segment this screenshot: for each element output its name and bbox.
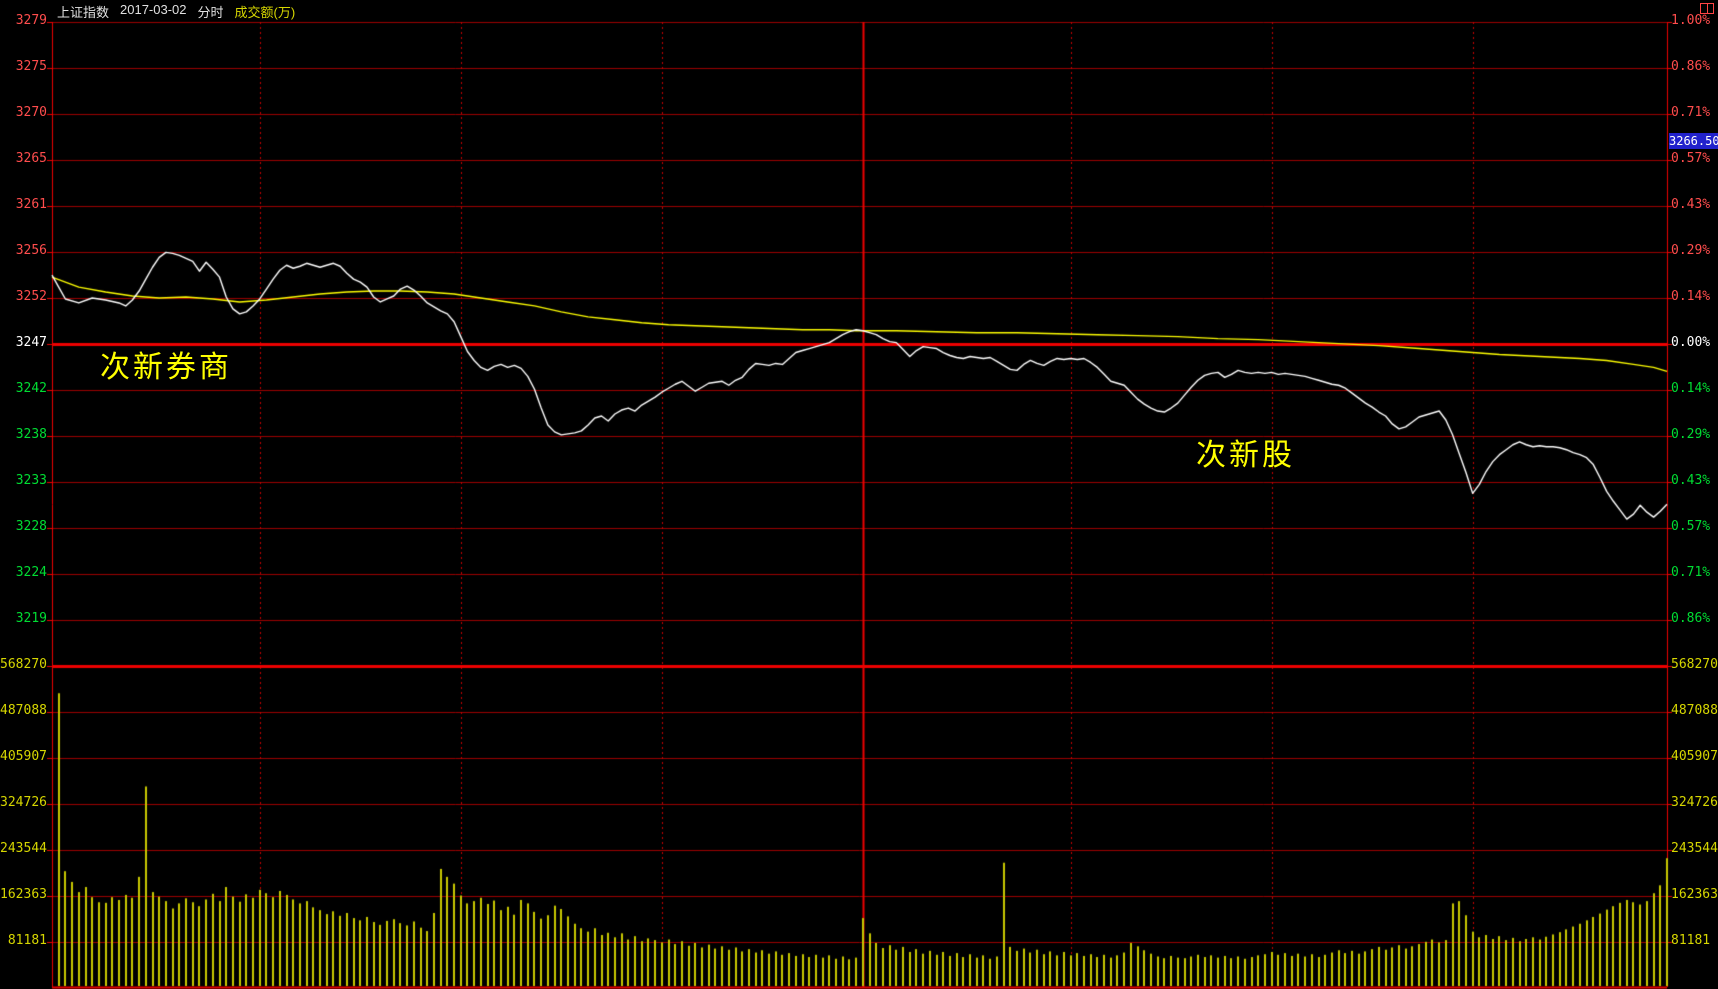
pct-axis-label: 0.71%: [1671, 105, 1711, 120]
measure-label: 成交额(万): [234, 5, 296, 20]
price-axis-label: 3228: [15, 519, 47, 534]
volume-axis-label-right: 81181: [1671, 933, 1711, 948]
chart-header: 上证指数 2017-03-02 分时 成交额(万): [57, 2, 295, 21]
period-label: 分时: [197, 5, 224, 20]
trade-date: 2017-03-02: [120, 2, 187, 17]
pct-axis-label: 0.57%: [1671, 151, 1711, 166]
annotation-sector-right: 次新股: [1196, 439, 1295, 472]
volume-axis-label-right: 405907: [1671, 749, 1718, 764]
pct-axis-label: 0.29%: [1671, 427, 1711, 442]
volume-axis-label-right: 243544: [1671, 841, 1718, 856]
price-axis-label: 3224: [15, 565, 47, 580]
price-axis-label: 3252: [15, 289, 47, 304]
volume-axis-label: 162363: [0, 887, 47, 902]
price-axis-label: 3261: [15, 197, 47, 212]
symbol-name: 上证指数: [57, 5, 110, 20]
chart-mode-icon[interactable]: [1700, 3, 1714, 14]
price-marker-badge: 3266.50: [1669, 133, 1718, 149]
pct-axis-label: 0.29%: [1671, 243, 1711, 258]
volume-axis-label: 243544: [0, 841, 47, 856]
pct-axis-label: 0.43%: [1671, 473, 1711, 488]
price-axis-label: 3279: [15, 13, 47, 28]
pct-axis-label: 1.00%: [1671, 13, 1711, 28]
annotation-sector-left: 次新券商: [100, 351, 232, 384]
pct-axis-label: 0.43%: [1671, 197, 1711, 212]
chart-mode-icon-bar: [1707, 4, 1708, 13]
volume-axis-label: 81181: [7, 933, 47, 948]
volume-axis-label-right: 568270: [1671, 657, 1718, 672]
pct-axis-label: 0.86%: [1671, 611, 1711, 626]
volume-axis-label-right: 162363: [1671, 887, 1718, 902]
price-axis-label: 3256: [15, 243, 47, 258]
price-axis-label: 3275: [15, 59, 47, 74]
price-axis-label: 3233: [15, 473, 47, 488]
pct-axis-label-zero: 0.00%: [1671, 335, 1711, 350]
pct-axis-label: 0.14%: [1671, 381, 1711, 396]
pct-axis-label: 0.86%: [1671, 59, 1711, 74]
price-axis-label: 3238: [15, 427, 47, 442]
pct-axis-label: 0.57%: [1671, 519, 1711, 534]
volume-axis-label: 405907: [0, 749, 47, 764]
pct-axis-label: 0.71%: [1671, 565, 1711, 580]
price-axis-label: 3242: [15, 381, 47, 396]
price-axis-label: 3265: [15, 151, 47, 166]
volume-axis-label-right: 487088: [1671, 703, 1718, 718]
pct-axis-label: 0.14%: [1671, 289, 1711, 304]
price-axis-label: 3270: [15, 105, 47, 120]
volume-axis-label: 568270: [0, 657, 47, 672]
price-axis-label: 3219: [15, 611, 47, 626]
volume-axis-label-right: 324726: [1671, 795, 1718, 810]
price-axis-label-prev-close: 3247: [15, 335, 47, 350]
volume-axis-label: 324726: [0, 795, 47, 810]
volume-axis-label: 487088: [0, 703, 47, 718]
